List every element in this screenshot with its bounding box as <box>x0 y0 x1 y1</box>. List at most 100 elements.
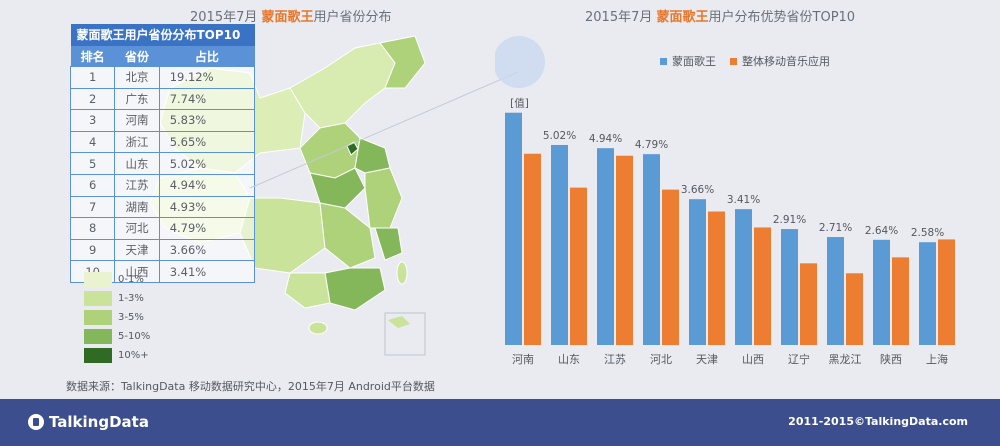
table-row: 10山西3.41% <box>69 260 256 283</box>
table-header-rank: 排名 <box>70 46 115 67</box>
table-row: 6 江苏 4.94% <box>69 173 256 197</box>
table-row: 1 北京 19.12% <box>69 66 256 89</box>
category-label: 上海 <box>926 352 948 366</box>
map-legend: 0-1% 1-3% 3-5% 5-10% 10%+ <box>84 270 150 365</box>
category-label: 河北 <box>650 353 672 366</box>
province-cell: 山东 <box>114 152 160 175</box>
south-sea-inset <box>384 312 426 356</box>
data-label: 3.41% <box>727 194 760 206</box>
province-cell: 湖南 <box>114 195 160 218</box>
legend-swatch <box>84 310 112 325</box>
legend-marker <box>660 57 667 65</box>
category-label: 陕西 <box>880 352 902 366</box>
footer-bar: TalkingData 2011-2015©TalkingData.com <box>0 399 1000 446</box>
data-label: 3.66% <box>681 184 714 196</box>
data-source-note: 数据来源：TalkingData 移动数据研究中心，2015年7月 Androi… <box>66 380 435 393</box>
rank-cell: 5 <box>69 152 116 175</box>
province-cell: 北京 <box>114 66 160 89</box>
right-chart-title: 2015年7月 蒙面歌王用户分布优势省份TOP10 <box>585 10 856 25</box>
legend-swatch <box>84 291 112 306</box>
table-row: 4 浙江 5.65% <box>69 130 256 153</box>
bar-primary <box>597 148 614 345</box>
map-region-zhejiang <box>374 227 403 261</box>
share-cell: 5.83% <box>159 109 256 132</box>
bar-overall <box>570 187 587 345</box>
top10-province-table: 蒙面歌王用户省份分布TOP10 排名 省份 占比 1 北京 19.12% 2 广东 7.… <box>69 24 256 283</box>
table-row: 2 广东 7.74% <box>69 87 256 110</box>
bar-primary <box>781 229 798 345</box>
chart-legend: 蒙面歌王 整体移动音乐应用 <box>660 53 830 69</box>
copyright-text: 2011-2015©TalkingData.com <box>788 415 968 428</box>
bar-overall <box>800 263 817 345</box>
share-cell: 5.65% <box>159 130 256 153</box>
bar-overall <box>892 257 909 345</box>
legend-label: 1-3% <box>118 293 144 304</box>
map-region-hainan <box>308 321 328 335</box>
bar-overall <box>616 155 633 345</box>
logo-text: TalkingData <box>49 413 149 431</box>
map-region-south <box>284 272 331 309</box>
connector-line <box>250 71 519 189</box>
bar-primary <box>919 242 936 345</box>
left-chart-title: 2015年7月 蒙面歌王用户省份分布 <box>190 10 392 25</box>
province-cell: 广东 <box>114 87 160 110</box>
legend-label: 蒙面歌王 <box>672 55 716 68</box>
map-region-hunan <box>319 202 376 269</box>
province-cell: 山西 <box>114 260 160 283</box>
bar-primary <box>689 199 706 345</box>
bar-overall <box>938 239 955 345</box>
legend-label: 5-10% <box>118 331 151 342</box>
data-label: 4.94% <box>589 133 622 145</box>
legend-swatch <box>84 329 112 344</box>
rank-cell: 4 <box>69 130 116 153</box>
category-label: 黑龙江 <box>829 353 862 366</box>
rank-cell: 8 <box>69 217 116 240</box>
share-cell: 4.94% <box>159 173 256 197</box>
table-row: 8 河北 4.79% <box>69 217 256 240</box>
highlight-circle <box>495 36 545 88</box>
share-cell: 3.66% <box>159 238 256 261</box>
data-label: 5.02% <box>543 130 576 142</box>
legend-swatch <box>84 272 112 287</box>
table-caption: 蒙面歌王用户省份分布TOP10 <box>70 24 255 46</box>
data-label: 4.79% <box>635 139 668 151</box>
province-cell: 河南 <box>114 109 160 132</box>
rank-cell: 1 <box>69 66 116 89</box>
rank-cell: 7 <box>69 195 116 218</box>
bar-primary <box>505 112 522 345</box>
table-row: 3 河南 5.83% <box>69 109 256 132</box>
bar-overall <box>754 227 771 345</box>
legend-label: 10%+ <box>118 350 149 361</box>
talkingdata-logo: TalkingData <box>28 413 149 431</box>
category-label: 山西 <box>742 353 764 366</box>
map-legend-item: 1-3% <box>84 289 150 308</box>
bar-overall <box>662 189 679 345</box>
data-label: 2.91% <box>773 214 806 226</box>
legend-label: 0-1% <box>118 274 144 285</box>
bar-overall <box>846 273 863 345</box>
province-cell: 河北 <box>114 217 160 240</box>
rank-cell: 2 <box>69 87 116 110</box>
category-label: 江苏 <box>604 353 626 366</box>
map-legend-item: 3-5% <box>84 308 150 327</box>
share-cell: 19.12% <box>159 66 256 89</box>
category-label: 山东 <box>558 353 580 366</box>
share-cell: 3.41% <box>159 260 256 283</box>
bar-primary <box>551 144 568 345</box>
province-cell: 天津 <box>114 238 160 261</box>
bar-primary <box>827 237 844 345</box>
data-label: 2.64% <box>865 225 898 237</box>
chart-legend-item: 整体移动音乐应用 <box>730 53 830 69</box>
map-legend-item: 0-1% <box>84 270 150 289</box>
share-cell: 4.79% <box>159 217 256 240</box>
table-header-province: 省份 <box>114 46 160 67</box>
bar-overall <box>708 211 725 345</box>
bar-primary <box>643 154 660 345</box>
chart-legend-item: 蒙面歌王 <box>660 53 716 69</box>
map-region-taiwan <box>396 261 408 285</box>
province-cell: 浙江 <box>114 130 160 153</box>
rank-cell: 9 <box>69 238 116 261</box>
data-label: 2.71% <box>819 222 852 234</box>
logo-icon <box>28 414 44 430</box>
legend-marker <box>730 57 737 65</box>
